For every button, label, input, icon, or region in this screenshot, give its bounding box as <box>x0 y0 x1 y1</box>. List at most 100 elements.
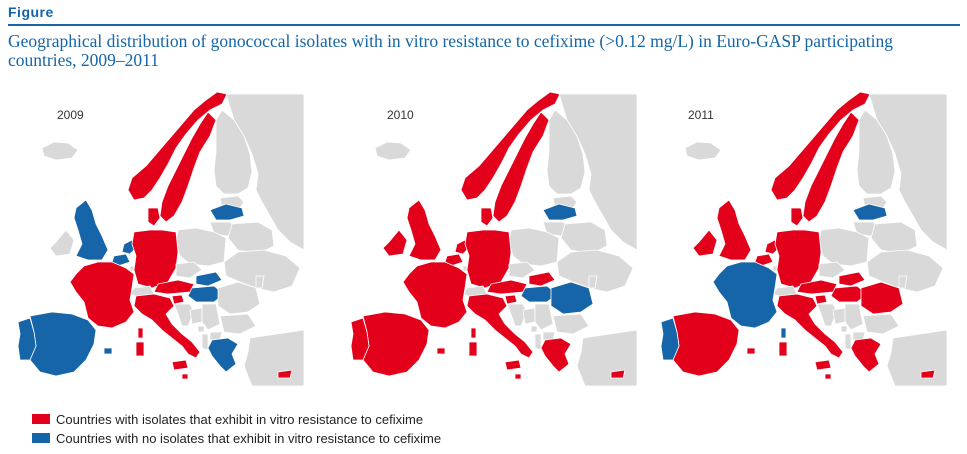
country-sardinia <box>778 341 788 357</box>
country-balearics <box>436 347 446 355</box>
country-bosnia-and-herzegovina <box>189 307 203 325</box>
country-iceland <box>41 141 79 161</box>
country-croatia <box>816 303 838 327</box>
country-romania <box>217 281 261 315</box>
country-sardinia <box>135 341 145 357</box>
map-panel-2009: 2009 <box>12 90 304 388</box>
country-greece <box>207 337 239 373</box>
country-ireland <box>382 229 408 257</box>
country-sardinia <box>468 341 478 357</box>
country-sicily <box>171 359 189 371</box>
country-ukraine <box>866 249 944 293</box>
country-malta <box>824 373 832 380</box>
country-serbia <box>534 303 554 331</box>
country-belgium <box>754 253 774 267</box>
figure-title: Geographical distribution of gonococcal … <box>8 31 893 70</box>
country-moldova <box>898 275 908 289</box>
country-denmark <box>790 207 804 227</box>
country-malta <box>514 373 522 380</box>
country-slovakia <box>195 271 223 287</box>
country-italy <box>133 293 201 359</box>
country-slovenia <box>814 294 828 305</box>
country-sicily <box>504 359 522 371</box>
country-turkey <box>243 329 304 387</box>
figure-label: Figure <box>8 4 54 20</box>
country-italy <box>466 293 534 359</box>
country-turkey <box>886 329 947 387</box>
country-iceland <box>684 141 722 161</box>
country-luxembourg <box>772 265 778 272</box>
country-portugal <box>660 317 680 361</box>
country-belgium <box>444 253 464 267</box>
europe-map-2009 <box>12 90 304 388</box>
country-montenegro <box>197 325 205 333</box>
country-ukraine <box>223 249 301 293</box>
country-norway <box>127 91 228 201</box>
country-sweden <box>159 111 217 223</box>
country-corsica <box>137 327 144 339</box>
country-balearics <box>103 347 113 355</box>
country-slovenia <box>504 294 518 305</box>
country-france <box>712 261 778 329</box>
country-romania <box>860 281 904 315</box>
legend-item-not-resistant: Countries with no isolates that exhibit … <box>32 430 442 446</box>
country-slovakia <box>838 271 866 287</box>
year-label-2010: 2010 <box>387 108 414 122</box>
country-montenegro <box>530 325 538 333</box>
country-belarus <box>560 221 608 255</box>
country-czech-republic <box>818 261 846 279</box>
country-latvia <box>852 203 888 221</box>
title-rule <box>8 24 960 26</box>
country-cyprus <box>277 369 293 379</box>
year-label-2011: 2011 <box>688 108 714 122</box>
country-latvia <box>209 203 245 221</box>
country-slovenia <box>171 294 185 305</box>
legend-label-resistant: Countries with isolates that exhibit in … <box>56 411 424 427</box>
country-belarus <box>870 221 918 255</box>
legend-label-not-resistant: Countries with no isolates that exhibit … <box>56 430 442 446</box>
country-bulgaria <box>862 313 900 335</box>
country-moldova <box>588 275 598 289</box>
country-france <box>69 261 135 329</box>
country-united-kingdom <box>406 199 442 261</box>
country-ireland <box>692 229 718 257</box>
country-norway <box>770 91 871 201</box>
country-croatia <box>506 303 528 327</box>
country-serbia <box>844 303 864 331</box>
country-corsica <box>780 327 787 339</box>
country-czech-republic <box>175 261 203 279</box>
legend-swatch-not-resistant <box>32 433 50 443</box>
country-sweden <box>802 111 860 223</box>
country-sweden <box>492 111 550 223</box>
country-hungary <box>830 285 868 303</box>
country-italy <box>776 293 844 359</box>
country-moldova <box>255 275 265 289</box>
country-belgium <box>111 253 131 267</box>
country-malta <box>181 373 189 380</box>
country-portugal <box>350 317 370 361</box>
country-turkey <box>576 329 637 387</box>
country-latvia <box>542 203 578 221</box>
country-balearics <box>746 347 756 355</box>
country-ireland <box>49 229 75 257</box>
europe-map-2010 <box>345 90 637 388</box>
country-slovakia <box>528 271 556 287</box>
country-belarus <box>227 221 275 255</box>
europe-map-2011 <box>655 90 947 388</box>
legend-swatch-resistant <box>32 414 50 424</box>
country-norway <box>460 91 561 201</box>
country-denmark <box>147 207 161 227</box>
country-ukraine <box>556 249 634 293</box>
legend-item-resistant: Countries with isolates that exhibit in … <box>32 411 424 427</box>
country-albania <box>201 333 209 351</box>
country-hungary <box>520 285 558 303</box>
country-cyprus <box>920 369 936 379</box>
country-albania <box>844 333 852 351</box>
country-greece <box>850 337 882 373</box>
country-hungary <box>187 285 225 303</box>
country-sicily <box>814 359 832 371</box>
country-bulgaria <box>219 313 257 335</box>
country-france <box>402 261 468 329</box>
country-montenegro <box>840 325 848 333</box>
country-russia <box>558 93 637 251</box>
